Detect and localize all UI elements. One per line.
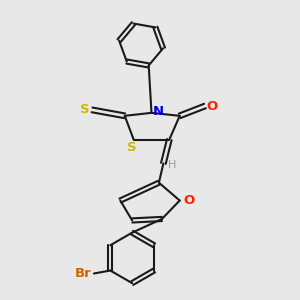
Text: Br: Br [74,267,91,280]
Text: H: H [167,160,176,170]
Text: S: S [128,141,137,154]
Text: O: O [183,194,194,207]
Text: O: O [206,100,218,112]
Text: S: S [80,103,90,116]
Text: N: N [152,105,164,118]
